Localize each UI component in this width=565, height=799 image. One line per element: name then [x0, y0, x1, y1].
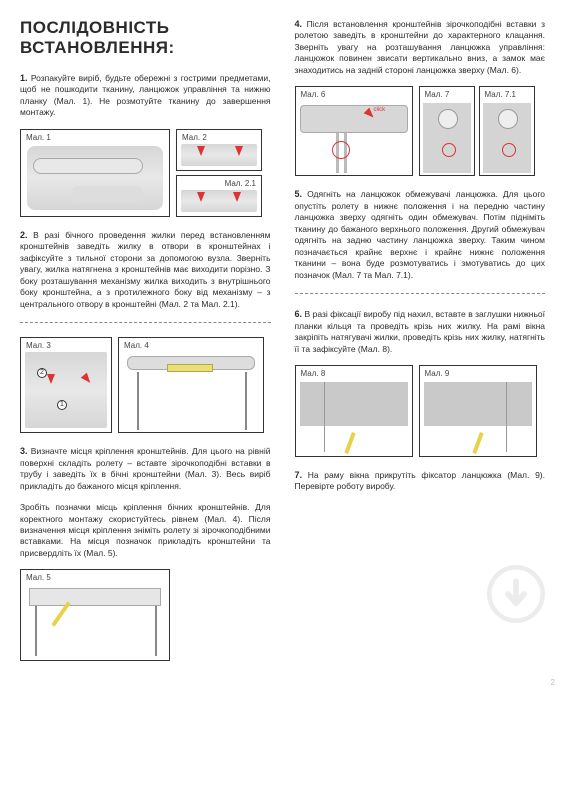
- figure-8: Мал. 8: [295, 365, 413, 457]
- figure-6-label: Мал. 6: [301, 90, 326, 99]
- para-5-text: Одягніть на ланцюжок обмежувачі ланцюжка…: [295, 189, 546, 279]
- divider-right: [295, 293, 546, 294]
- figure-7-1-label: Мал. 7.1: [485, 90, 516, 99]
- page-number: 2: [551, 678, 555, 687]
- figure-8-label: Мал. 8: [301, 369, 326, 378]
- figure-1: Мал. 1: [20, 129, 170, 217]
- step-num-7: 7.: [295, 470, 303, 480]
- figure-9: Мал. 9: [419, 365, 537, 457]
- step-num-3: 3.: [20, 446, 28, 456]
- para-3a: 3. Визначте місця кріплення кронштейнів.…: [20, 445, 271, 492]
- figure-5-label: Мал. 5: [26, 573, 51, 582]
- step-num-6: 6.: [295, 309, 303, 319]
- right-column: 4. Після встановлення кронштейнів зірочк…: [295, 18, 546, 673]
- fig-row-2: Мал. 3 1 2 Мал. 4: [20, 337, 271, 433]
- step-num-2: 2.: [20, 230, 28, 240]
- step-num-5: 5.: [295, 189, 303, 199]
- fig-row-1: Мал. 1 Мал. 2 Мал. 2.1: [20, 129, 271, 217]
- figure-4: Мал. 4: [118, 337, 264, 433]
- page-title: ПОСЛІДОВНІСТЬ ВСТАНОВЛЕННЯ:: [20, 18, 271, 58]
- fig-row-4: Мал. 6 click Мал. 7 М: [295, 86, 546, 176]
- para-1: 1. Розпакуйте виріб, будьте обережні з г…: [20, 72, 271, 119]
- para-7: 7. На раму вікна прикрутіть фіксатор лан…: [295, 469, 546, 493]
- figure-7-1: Мал. 7.1: [479, 86, 535, 176]
- figure-2: Мал. 2: [176, 129, 262, 171]
- figure-3-label: Мал. 3: [26, 341, 51, 350]
- left-column: ПОСЛІДОВНІСТЬ ВСТАНОВЛЕННЯ: 1. Розпакуйт…: [20, 18, 271, 673]
- para-6: 6. В разі фіксації виробу під нахил, вст…: [295, 308, 546, 355]
- figure-6: Мал. 6 click: [295, 86, 413, 176]
- figure-7: Мал. 7: [419, 86, 475, 176]
- para-4: 4. Після встановлення кронштейнів зірочк…: [295, 18, 546, 76]
- para-2: 2. В разі бічного проведення жилки перед…: [20, 229, 271, 310]
- fig-row-5: Мал. 8 Мал. 9: [295, 365, 546, 457]
- click-label: click: [374, 107, 386, 113]
- para-6-text: В разі фіксації виробу під нахил, вставт…: [295, 309, 546, 353]
- para-7-text: На раму вікна прикрутіть фіксатор ланцюж…: [295, 470, 545, 491]
- para-5: 5. Одягніть на ланцюжок обмежувачі ланцю…: [295, 188, 546, 281]
- para-1-text: Розпакуйте виріб, будьте обережні з гост…: [20, 73, 271, 117]
- figure-9-label: Мал. 9: [425, 369, 450, 378]
- figure-4-label: Мал. 4: [124, 341, 149, 350]
- figure-2-label: Мал. 2: [182, 133, 207, 142]
- para-2-text: В разі бічного проведення жилки перед вс…: [20, 230, 271, 309]
- para-3b: Зробіть позначки місць кріплення бічних …: [20, 502, 271, 559]
- figure-3: Мал. 3 1 2: [20, 337, 112, 433]
- figure-7-label: Мал. 7: [425, 90, 450, 99]
- step-num-1: 1.: [20, 73, 28, 83]
- para-4-text: Після встановлення кронштейнів зірочкопо…: [295, 19, 546, 75]
- figure-1-label: Мал. 1: [26, 133, 51, 142]
- divider-left: [20, 322, 271, 323]
- para-3a-text: Визначте місця кріплення кронштейнів. Дл…: [20, 446, 271, 490]
- figure-2-1-label: Мал. 2.1: [225, 179, 256, 188]
- step-num-4: 4.: [295, 19, 303, 29]
- figure-5: Мал. 5: [20, 569, 170, 661]
- fig-row-3: Мал. 5: [20, 569, 271, 661]
- figure-2-1: Мал. 2.1: [176, 175, 262, 217]
